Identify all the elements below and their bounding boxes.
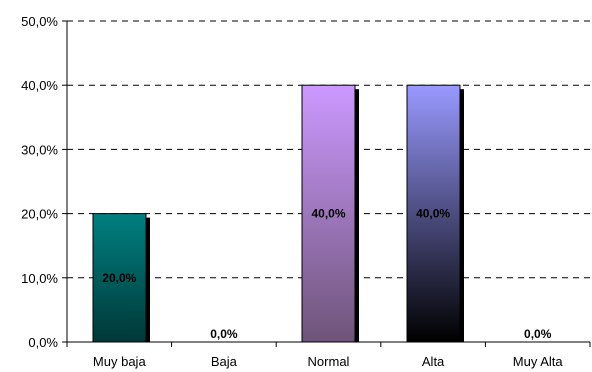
- axes: [62, 20, 591, 347]
- x-category-label: Normal: [308, 354, 350, 369]
- y-tick-label: 40,0%: [21, 78, 58, 93]
- data-label: 0,0%: [524, 327, 552, 341]
- data-label: 20,0%: [102, 271, 136, 285]
- bar-muy-baja: [92, 213, 147, 343]
- labels: 0,0% 10,0% 20,0% 30,0% 40,0% 50,0% 20,0% Muy ba…: [21, 14, 563, 369]
- data-label: 40,0%: [416, 207, 450, 221]
- x-category-label: Muy Alta: [513, 354, 564, 369]
- bar-alta: [406, 84, 461, 343]
- x-category-label: Baja: [211, 354, 238, 369]
- y-tick-label: 10,0%: [21, 271, 58, 286]
- x-category-label: Alta: [422, 354, 445, 369]
- x-category-label: Muy baja: [93, 354, 147, 369]
- data-label: 40,0%: [311, 207, 345, 221]
- y-tick-label: 0,0%: [28, 335, 58, 350]
- bar-normal: [301, 84, 356, 343]
- bars: [92, 84, 464, 343]
- y-tick-label: 20,0%: [21, 207, 58, 222]
- data-label: 0,0%: [210, 327, 238, 341]
- y-tick-label: 30,0%: [21, 142, 58, 157]
- y-tick-label: 50,0%: [21, 14, 58, 29]
